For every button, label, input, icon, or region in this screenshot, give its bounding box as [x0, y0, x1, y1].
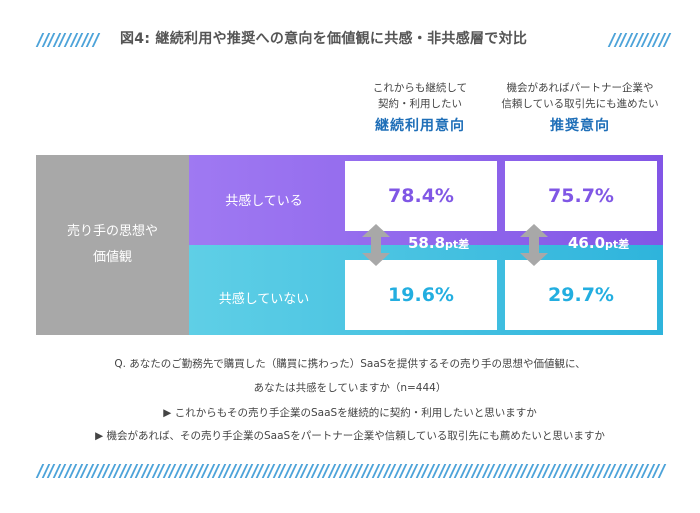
value-cell-sympathize-recommend: 75.7%: [505, 161, 657, 231]
column-header-recommend: 機会があればパートナー企業や 信頼している取引先にも進めたい 推奨意向: [495, 80, 665, 134]
difference-unit: pt差: [605, 238, 630, 251]
double-arrow-icon: [362, 224, 390, 266]
difference-value: 58.8: [408, 234, 446, 252]
row-label-not-sympathize: 共感していない: [218, 292, 310, 307]
column-header-continue: これからも継続して 契約・利用したい 継続利用意向: [350, 80, 490, 134]
question-note: ▶ 機会があれば、その売り手企業のSaaSをパートナー企業や信頼している取引先に…: [95, 430, 605, 442]
difference-label-continue: 58.8pt差: [408, 234, 469, 252]
row-group-label: 売り手の思想や 価値観: [36, 155, 189, 335]
decorative-stripes-bottom: [35, 464, 668, 478]
column-sub-label: これからも継続して: [372, 82, 468, 94]
column-sub-label: 信頼している取引先にも進めたい: [501, 98, 659, 110]
question-note: Q. あなたのご勤務先で購買した（購買に携わった）SaaSを提供するその売り手の…: [114, 358, 586, 370]
column-sub-label: 機会があればパートナー企業や: [506, 82, 654, 94]
decorative-stripes-left: [35, 33, 101, 47]
difference-label-recommend: 46.0pt差: [568, 234, 629, 252]
value-cell-not-sympathize-recommend: 29.7%: [505, 260, 657, 330]
double-arrow-icon: [520, 224, 548, 266]
decorative-stripes-right: [607, 33, 672, 47]
column-main-label: 推奨意向: [550, 118, 610, 134]
question-note: ▶ これからもその売り手企業のSaaSを継続的に契約・利用したいと思いますか: [163, 407, 537, 419]
difference-unit: pt差: [445, 238, 470, 251]
row-label-sympathize: 共感している: [225, 194, 303, 209]
row-group-label-line: 価値観: [92, 250, 132, 265]
value-cell-not-sympathize-continue: 19.6%: [345, 260, 497, 330]
column-sub-label: 契約・利用したい: [378, 98, 462, 110]
value-cell-sympathize-continue: 78.4%: [345, 161, 497, 231]
question-note: あなたは共感をしていますか（n=444）: [253, 382, 447, 394]
chart-title: 図4: 継続利用や推奨への意向を価値観に共感・非共感層で対比: [120, 31, 528, 47]
column-main-label: 継続利用意向: [375, 118, 465, 134]
row-group-label-line: 売り手の思想や: [66, 224, 158, 239]
difference-value: 46.0: [568, 234, 606, 252]
title-row: 図4: 継続利用や推奨への意向を価値観に共感・非共感層で対比: [0, 28, 700, 52]
